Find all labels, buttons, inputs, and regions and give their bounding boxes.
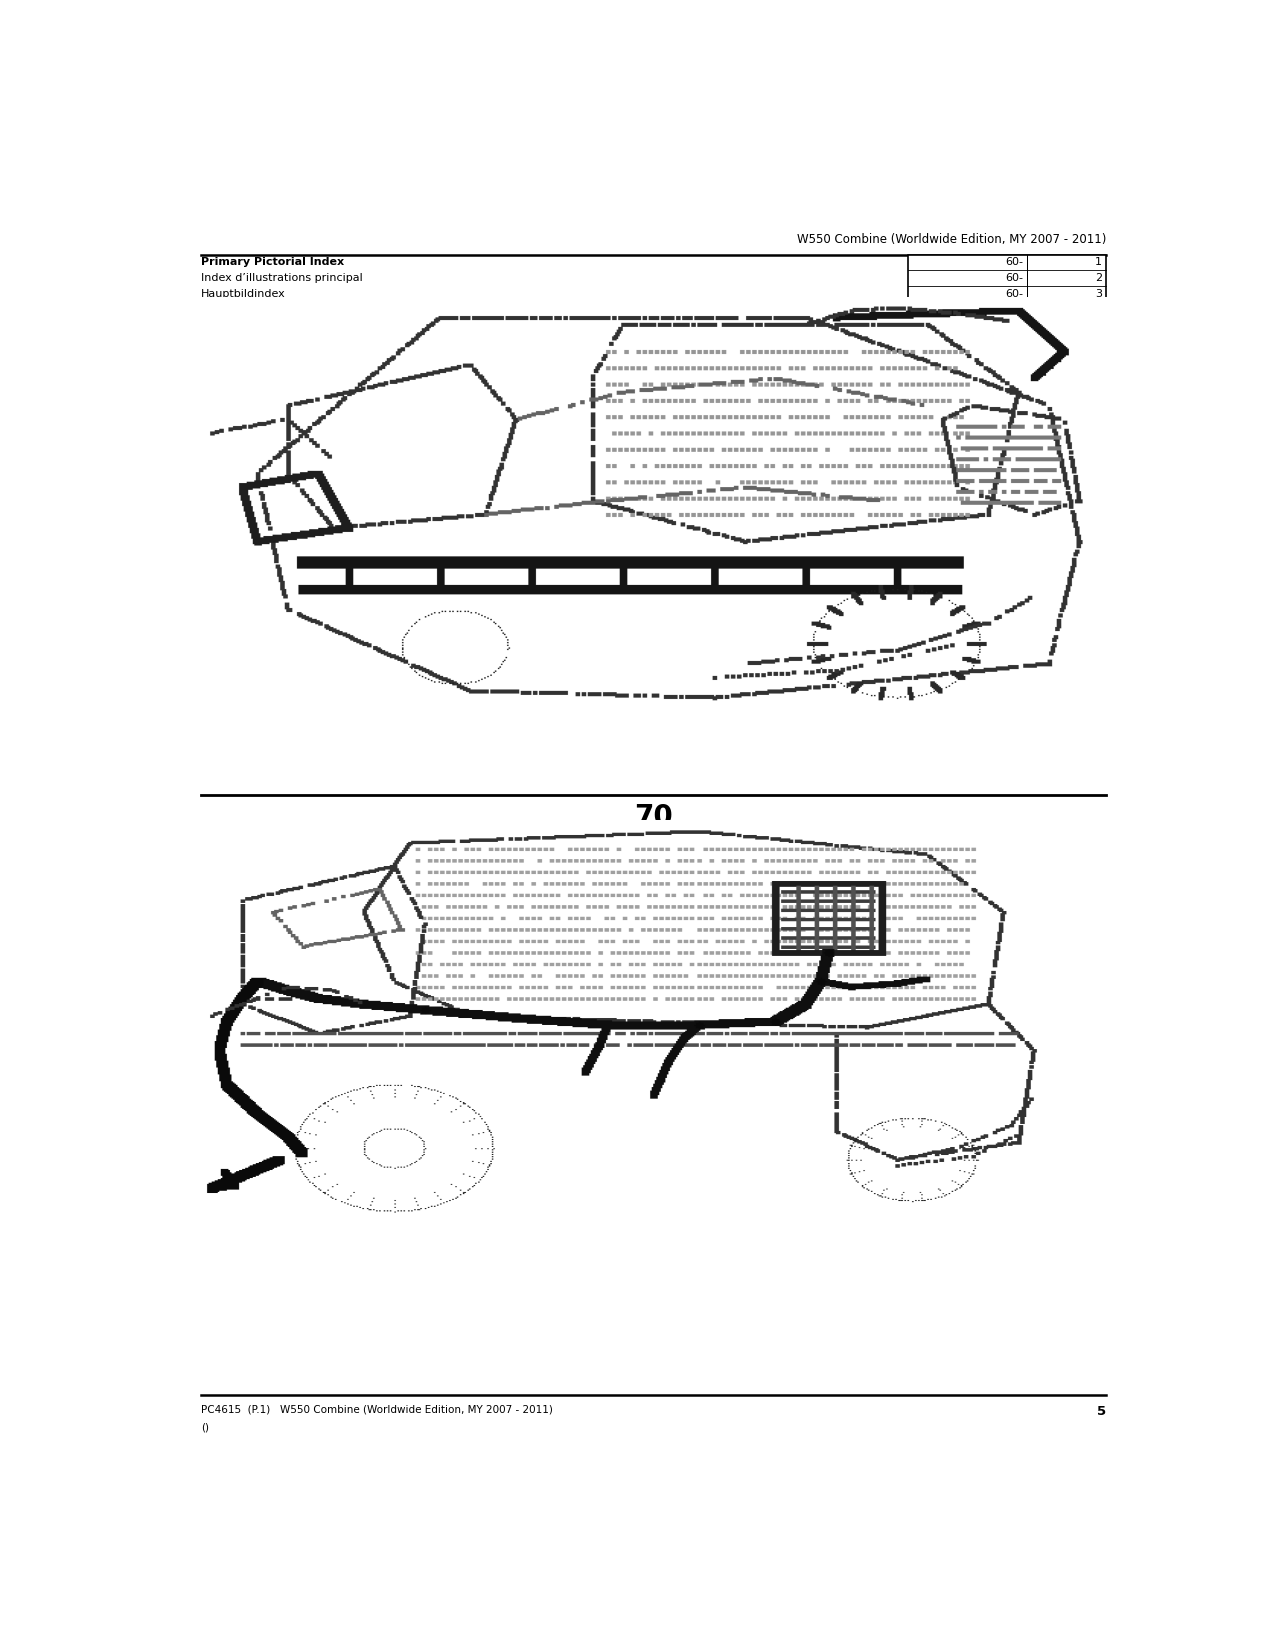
Text: Primary Pictorial Index: Primary Pictorial Index — [201, 257, 344, 267]
Text: 70-: 70- — [1005, 320, 1023, 330]
Text: 3: 3 — [1095, 289, 1102, 299]
Text: ZX044212 A.1: ZX044212 A.1 — [201, 348, 275, 358]
Text: ZX044212: ZX044212 — [201, 1191, 268, 1204]
Text: W550 Combine (Worldwide Edition, MY 2007 - 2011): W550 Combine (Worldwide Edition, MY 2007… — [797, 233, 1105, 246]
Text: 60-: 60- — [1005, 257, 1023, 267]
Text: Hauptbildindex: Hauptbildindex — [201, 289, 286, 299]
Text: 60: 60 — [634, 389, 673, 417]
Text: Índice primario de ilustraciones: Índice primario de ilustraciones — [201, 318, 376, 332]
Text: 60-: 60- — [1005, 272, 1023, 284]
Text: 70: 70 — [634, 804, 673, 830]
Text: 60-: 60- — [1005, 289, 1023, 299]
Text: 5: 5 — [1096, 1406, 1105, 1417]
Text: PC4615  (P.1)   W550 Combine (Worldwide Edition, MY 2007 - 2011): PC4615 (P.1) W550 Combine (Worldwide Edi… — [201, 1406, 553, 1416]
Text: 70-: 70- — [1005, 304, 1023, 314]
Text: Index d’illustrations principal: Index d’illustrations principal — [201, 272, 362, 284]
Text: (): () — [201, 1422, 209, 1432]
Bar — [908, 254, 1105, 333]
Text: 2: 2 — [1095, 320, 1102, 330]
Text: 2: 2 — [1095, 272, 1102, 284]
Text: Huvudbildregister: Huvudbildregister — [201, 335, 301, 345]
Text: Indice principale illustrato: Indice principale illustrato — [201, 304, 346, 314]
Text: 1: 1 — [1095, 257, 1102, 267]
Text: 1: 1 — [1095, 304, 1102, 314]
